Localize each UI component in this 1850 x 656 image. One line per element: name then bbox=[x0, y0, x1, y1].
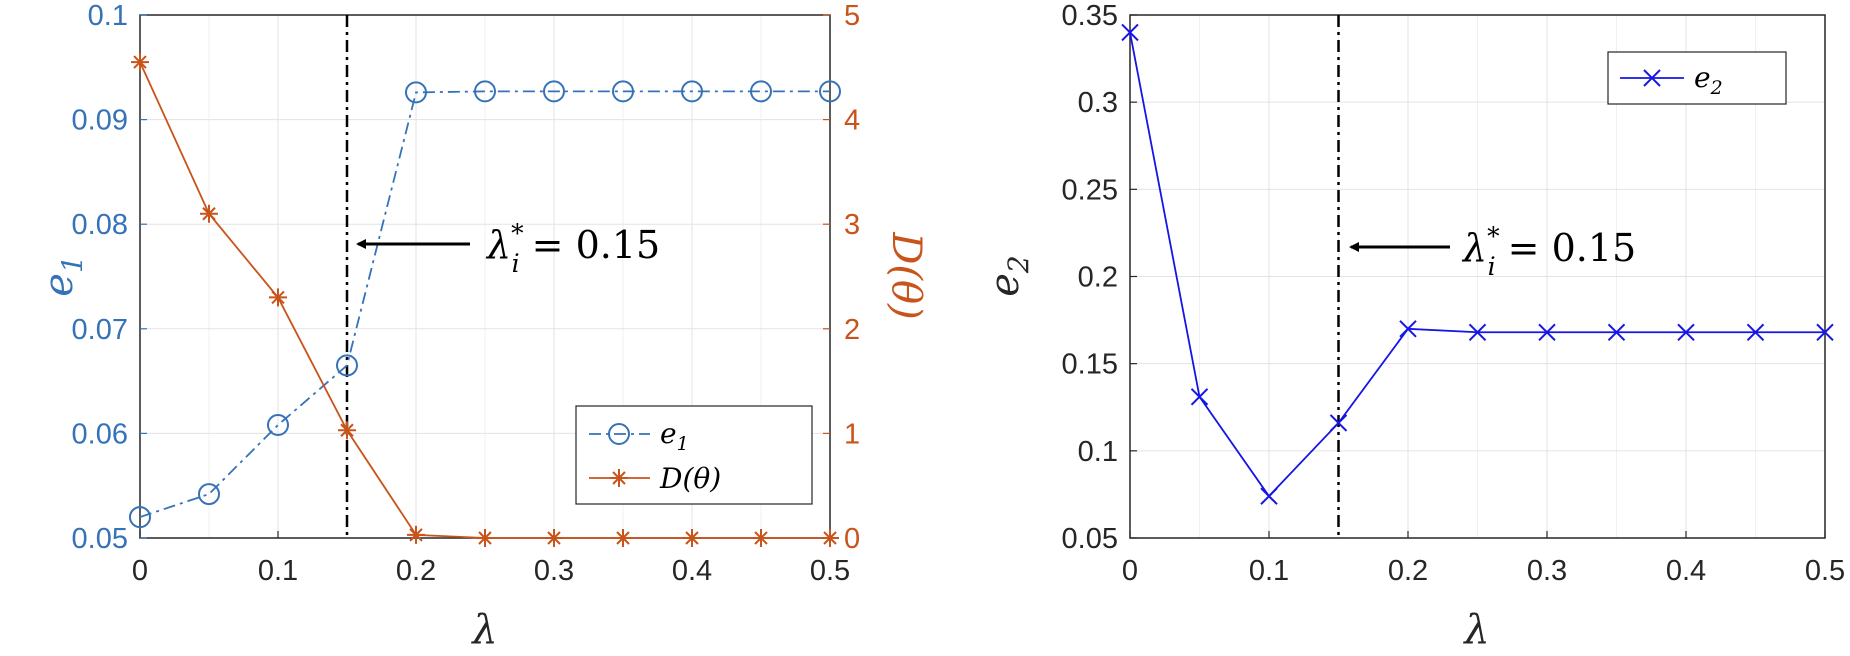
y-tick-label: 0.09 bbox=[72, 105, 128, 137]
y-tick-label: 0.07 bbox=[72, 314, 128, 346]
legend-d-marker bbox=[610, 469, 628, 487]
right-chart: 0 0.1 0.2 0.3 0.4 0.5 0.050.10.150.20.250.30.… bbox=[982, 0, 1845, 653]
left-x-axis-label: λ bbox=[470, 607, 497, 653]
y-tick-label: 0.05 bbox=[1062, 523, 1118, 555]
data-point-asterisk bbox=[683, 529, 701, 547]
legend-entry-e2: e2 bbox=[1620, 61, 1723, 99]
data-point-asterisk bbox=[545, 529, 563, 547]
legend-e1-label: e1 bbox=[660, 417, 689, 455]
right-series bbox=[1121, 23, 1834, 505]
data-point-x bbox=[1607, 323, 1626, 341]
left-legend: e1 D(θ) bbox=[575, 405, 813, 505]
data-point-x bbox=[1399, 320, 1417, 338]
left-y-ticks-right: 0 1 2 3 4 5 bbox=[823, 0, 860, 555]
data-point-x bbox=[1538, 323, 1556, 341]
data-point-asterisk bbox=[200, 204, 218, 223]
legend-d-label: D(θ) bbox=[659, 462, 721, 495]
y-tick-label: 0.3 bbox=[1078, 87, 1118, 119]
right-annotation-label: λ* i = 0.15 bbox=[1461, 222, 1636, 281]
x-tick-label: 0.5 bbox=[810, 555, 850, 587]
left-y-axis-label: e1 bbox=[36, 255, 89, 297]
right-x-ticks: 0 0.1 0.2 0.3 0.4 0.5 bbox=[1122, 531, 1845, 587]
legend-e1-marker bbox=[608, 423, 630, 445]
left-annotation: λ* i = 0.15 bbox=[356, 219, 660, 278]
left-legend-box bbox=[575, 405, 813, 505]
legend-entry-e1: e1 bbox=[589, 417, 689, 455]
data-point-x bbox=[1677, 323, 1695, 341]
data-point-circle bbox=[198, 483, 220, 506]
data-point-x bbox=[1121, 23, 1139, 42]
data-point-circle bbox=[543, 80, 565, 103]
data-point-asterisk bbox=[407, 525, 425, 544]
right-annotation: λ* i = 0.15 bbox=[1349, 222, 1636, 281]
data-point-circle bbox=[681, 80, 703, 103]
right-legend: e2 bbox=[1607, 51, 1787, 105]
legend-e2-label: e2 bbox=[1694, 61, 1723, 99]
y-right-tick-label: 2 bbox=[844, 314, 860, 346]
x-tick-label: 0.1 bbox=[258, 555, 298, 587]
y-tick-label: 0.06 bbox=[72, 418, 128, 450]
y-right-tick-label: 5 bbox=[844, 0, 860, 32]
data-point-circle bbox=[750, 80, 772, 103]
data-point-asterisk bbox=[476, 529, 494, 547]
y-right-tick-label: 1 bbox=[844, 418, 860, 450]
data-point-circle bbox=[612, 80, 634, 103]
y-tick-label: 0.15 bbox=[1062, 349, 1118, 381]
series-line-circle bbox=[139, 90, 830, 518]
left-y-ticks-left: 0.05 0.06 0.07 0.08 0.09 0.1 bbox=[72, 0, 147, 555]
x-tick-label: 0.5 bbox=[1805, 555, 1845, 587]
data-point-asterisk bbox=[752, 529, 770, 547]
y-tick-label: 0.25 bbox=[1062, 174, 1118, 206]
y-tick-label: 0.2 bbox=[1078, 262, 1118, 294]
right-x-axis-label: λ bbox=[1462, 607, 1489, 653]
left-chart: 0 0.1 0.2 0.3 0.4 0.5 0.05 0.06 0.07 0.08 0.09 0.1… bbox=[36, 0, 929, 653]
data-point-x bbox=[1260, 487, 1278, 505]
data-point-x bbox=[1190, 388, 1209, 406]
left-series bbox=[129, 53, 841, 547]
x-tick-label: 0.2 bbox=[1388, 555, 1428, 587]
x-tick-label: 0.3 bbox=[1527, 555, 1567, 587]
y-right-tick-label: 3 bbox=[844, 209, 860, 241]
legend-e2-marker bbox=[1643, 69, 1661, 87]
right-y-ticks: 0.05 0.1 0.15 0.2 0.25 0.3 0.35 bbox=[1062, 0, 1137, 555]
data-point-circle bbox=[819, 80, 841, 103]
left-x-ticks: 0 0.1 0.2 0.3 0.4 0.5 bbox=[132, 531, 850, 587]
x-tick-label: 0.1 bbox=[1249, 555, 1289, 587]
x-tick-label: 0.2 bbox=[396, 555, 436, 587]
x-tick-label: 0 bbox=[132, 555, 148, 587]
y-tick-label: 0.08 bbox=[72, 209, 128, 241]
y-tick-label: 0.1 bbox=[88, 0, 128, 32]
legend-entry-d-theta: D(θ) bbox=[589, 462, 721, 495]
data-point-circle bbox=[405, 81, 427, 104]
data-point-x bbox=[1816, 323, 1834, 341]
x-tick-label: 0 bbox=[1122, 555, 1138, 587]
data-point-circle bbox=[474, 80, 496, 103]
right-y-axis-label: D(θ) bbox=[883, 231, 929, 319]
data-point-asterisk bbox=[338, 421, 356, 440]
left-annotation-label: λ* i = 0.15 bbox=[485, 219, 660, 278]
data-point-asterisk bbox=[269, 288, 287, 307]
right-chart-y-axis-label: e2 bbox=[982, 255, 1035, 297]
y-right-tick-label: 4 bbox=[844, 105, 860, 137]
data-point-x bbox=[1746, 323, 1765, 341]
data-point-x bbox=[1468, 323, 1487, 341]
x-tick-label: 0.4 bbox=[1666, 555, 1706, 587]
y-tick-label: 0.35 bbox=[1062, 0, 1118, 32]
data-point-circle bbox=[267, 414, 289, 437]
y-tick-label: 0.05 bbox=[72, 523, 128, 555]
data-point-x bbox=[1329, 414, 1348, 432]
y-tick-label: 0.1 bbox=[1078, 436, 1118, 468]
data-point-asterisk bbox=[614, 529, 632, 547]
data-point-circle bbox=[336, 354, 358, 377]
x-tick-label: 0.4 bbox=[672, 555, 712, 587]
data-point-asterisk bbox=[821, 529, 839, 547]
data-point-circle bbox=[129, 506, 151, 529]
data-point-asterisk bbox=[131, 53, 149, 72]
y-right-tick-label: 0 bbox=[844, 523, 860, 555]
x-tick-label: 0.3 bbox=[534, 555, 574, 587]
